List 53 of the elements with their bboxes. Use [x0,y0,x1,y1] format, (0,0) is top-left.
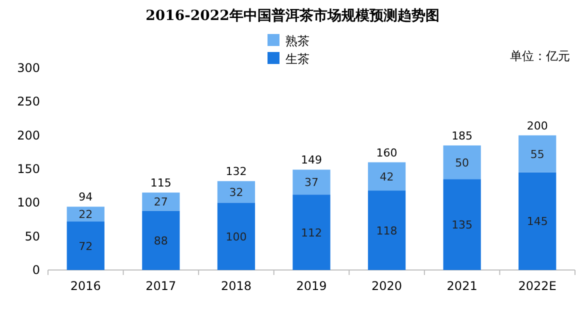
bar [217,202,256,270]
x-tick-label: 2019 [296,279,327,293]
data-label: 112 [301,226,322,240]
y-tick-label: 300 [17,61,40,75]
total-label: 115 [150,176,172,190]
y-tick-label: 0 [32,263,40,277]
data-label: 22 [78,208,93,222]
data-label: 100 [226,230,247,244]
legend-label: 生茶 [286,52,310,66]
x-tick-label: 2017 [146,279,176,293]
bar [518,135,556,172]
total-label: 185 [452,129,473,142]
bar [443,179,481,270]
bar [368,162,406,191]
y-tick-label: 150 [17,162,40,176]
y-tick-label: 100 [17,196,40,210]
data-label: 27 [154,196,168,209]
chart-title: 2016-2022年中国普洱茶市场规模预测趋势图 [146,7,440,24]
data-label: 42 [380,170,394,184]
x-tick-label: 2020 [372,279,402,293]
data-label: 118 [376,224,398,238]
bar [368,190,406,270]
total-label: 94 [78,190,93,204]
total-label: 200 [526,119,548,132]
data-label: 37 [304,176,318,190]
data-label: 55 [530,148,544,161]
data-label: 88 [154,234,168,248]
bar [142,192,180,211]
data-label: 135 [452,218,473,232]
bar [66,222,104,270]
bar [292,194,330,270]
bar [66,206,104,222]
y-tick-label: 50 [24,229,40,244]
data-label: 50 [455,156,470,170]
bar [217,181,256,203]
data-label: 32 [229,186,244,199]
y-tick-label: 250 [17,94,40,109]
data-label: 72 [78,240,93,253]
x-tick-label: 2016 [70,279,101,293]
x-tick-label: 2022E [518,279,556,293]
total-label: 132 [226,165,247,178]
bar [518,172,556,270]
bar [443,145,481,180]
total-label: 149 [301,154,322,167]
y-tick-label: 200 [17,128,40,142]
total-label: 160 [376,146,398,160]
x-tick-label: 2018 [220,279,252,293]
x-tick-label: 2021 [446,279,478,293]
data-label: 145 [526,215,548,228]
bar [142,210,180,270]
bar [292,170,330,195]
text: 单位：亿元 [510,49,570,63]
legend-label: 熟茶 [286,34,310,48]
